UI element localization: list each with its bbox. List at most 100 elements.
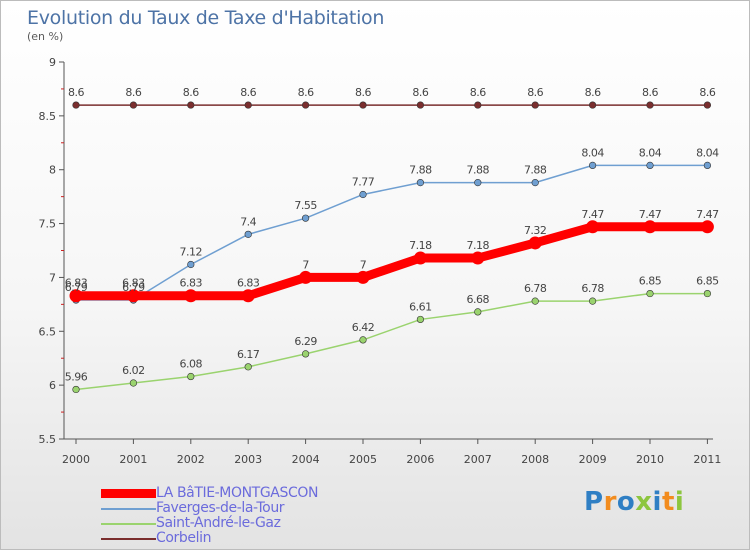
data-point-faverges-de-la-tour bbox=[703, 161, 712, 170]
series-layer bbox=[69, 101, 714, 394]
series-line-la-b-tie-montgascon bbox=[71, 222, 712, 301]
data-label-la-b-tie-montgascon: 7 bbox=[302, 258, 309, 271]
data-label-saint-andr-le-gaz: 6.02 bbox=[122, 364, 145, 377]
data-label-corbelin: 8.6 bbox=[355, 86, 371, 99]
logo-letter: i bbox=[652, 487, 662, 517]
data-label-saint-andr-le-gaz: 6.78 bbox=[581, 282, 604, 295]
data-label-saint-andr-le-gaz: 6.29 bbox=[294, 335, 317, 348]
legend-label: LA BâTIE-MONTGASCON bbox=[156, 485, 319, 501]
data-point-corbelin bbox=[359, 101, 367, 109]
data-label-saint-andr-le-gaz: 6.85 bbox=[696, 275, 719, 288]
data-label-corbelin: 8.6 bbox=[68, 86, 84, 99]
data-label-corbelin: 8.6 bbox=[183, 86, 199, 99]
legend-swatch bbox=[101, 522, 156, 525]
data-point-la-b-tie-montgascon bbox=[700, 220, 714, 234]
data-point-la-b-tie-montgascon bbox=[299, 270, 313, 284]
data-point-la-b-tie-montgascon bbox=[643, 220, 657, 234]
data-point-saint-andr-le-gaz bbox=[703, 289, 712, 298]
data-point-faverges-de-la-tour bbox=[302, 214, 310, 222]
data-label-la-b-tie-montgascon: 6.83 bbox=[122, 277, 145, 290]
data-label-corbelin: 8.6 bbox=[527, 86, 543, 99]
x-tick-label: 2007 bbox=[464, 453, 492, 466]
data-point-corbelin bbox=[302, 101, 310, 109]
data-label-corbelin: 8.6 bbox=[470, 86, 486, 99]
y-tick-label: 5.5 bbox=[39, 433, 57, 446]
logo-letter: P bbox=[584, 487, 604, 517]
data-point-corbelin bbox=[187, 101, 195, 109]
legend-item-corbelin: Corbelin bbox=[101, 531, 318, 546]
data-label-corbelin: 8.6 bbox=[642, 86, 658, 99]
data-label-faverges-de-la-tour: 7.77 bbox=[352, 175, 375, 188]
data-label-la-b-tie-montgascon: 7.18 bbox=[467, 239, 490, 252]
data-point-faverges-de-la-tour bbox=[244, 230, 252, 238]
y-tick-label: 8.5 bbox=[39, 110, 57, 123]
series-line-faverges-de-la-tour bbox=[75, 164, 709, 301]
x-tick-label: 2003 bbox=[234, 453, 262, 466]
data-label-saint-andr-le-gaz: 6.17 bbox=[237, 348, 260, 361]
data-point-corbelin bbox=[129, 101, 137, 109]
data-point-saint-andr-le-gaz bbox=[359, 336, 367, 344]
data-label-la-b-tie-montgascon: 7.47 bbox=[696, 208, 719, 221]
x-tick-label: 2000 bbox=[62, 453, 90, 466]
logo-letter: i bbox=[674, 487, 685, 517]
logo-letter: r bbox=[603, 487, 617, 517]
data-label-corbelin: 8.6 bbox=[125, 86, 141, 99]
data-label-faverges-de-la-tour: 6.79 bbox=[65, 281, 88, 294]
data-label-saint-andr-le-gaz: 5.96 bbox=[65, 370, 88, 383]
data-point-faverges-de-la-tour bbox=[359, 190, 367, 199]
legend-label: Faverges-de-la-Tour bbox=[156, 500, 285, 516]
data-label-saint-andr-le-gaz: 6.85 bbox=[639, 275, 662, 288]
data-label-la-b-tie-montgascon: 7.47 bbox=[639, 208, 662, 221]
legend-swatch bbox=[101, 489, 156, 498]
logo-letter: t bbox=[661, 487, 675, 517]
data-point-corbelin bbox=[588, 101, 597, 109]
data-labels: 8.6 8.6 8.6 8.6 8.6 8.6 8.6 8.6 8.6 8.6 8.6 8.6 6.79… bbox=[65, 86, 720, 383]
data-label-la-b-tie-montgascon: 6.83 bbox=[180, 277, 203, 290]
x-tick-label: 2002 bbox=[177, 453, 205, 466]
data-point-saint-andr-le-gaz bbox=[244, 363, 252, 371]
logo-letter: x bbox=[635, 487, 653, 517]
data-label-faverges-de-la-tour: 6.79 bbox=[122, 281, 145, 294]
data-label-corbelin: 8.6 bbox=[412, 86, 428, 99]
data-point-faverges-de-la-tour bbox=[531, 179, 539, 187]
data-label-faverges-de-la-tour: 7.4 bbox=[240, 215, 256, 228]
data-point-la-b-tie-montgascon bbox=[413, 251, 427, 265]
data-point-faverges-de-la-tour bbox=[187, 260, 195, 269]
data-point-saint-andr-le-gaz bbox=[416, 315, 425, 324]
data-point-la-b-tie-montgascon bbox=[126, 289, 140, 303]
y-tick-label: 8 bbox=[49, 164, 56, 177]
data-label-faverges-de-la-tour: 8.04 bbox=[581, 146, 604, 159]
data-point-la-b-tie-montgascon bbox=[69, 289, 83, 303]
legend-item-la-b-tie-montgascon: LA BâTIE-MONTGASCON bbox=[101, 486, 318, 501]
data-point-faverges-de-la-tour bbox=[646, 161, 654, 170]
y-tick-label: 7.5 bbox=[39, 218, 57, 231]
data-point-saint-andr-le-gaz bbox=[531, 297, 539, 305]
x-tick-label: 2001 bbox=[119, 453, 147, 466]
chart-subtitle: (en %) bbox=[27, 30, 64, 43]
data-label-la-b-tie-montgascon: 7.47 bbox=[581, 208, 604, 221]
data-point-la-b-tie-montgascon bbox=[184, 289, 198, 303]
x-tick-label: 2005 bbox=[349, 453, 377, 466]
data-label-la-b-tie-montgascon: 6.83 bbox=[237, 277, 260, 290]
legend: LA BâTIE-MONTGASCON Faverges-de-la-Tour Sa… bbox=[101, 486, 318, 546]
data-label-saint-andr-le-gaz: 6.42 bbox=[352, 321, 375, 334]
data-label-corbelin: 8.6 bbox=[699, 86, 715, 99]
data-point-saint-andr-le-gaz bbox=[588, 297, 597, 305]
y-tick-label: 6.5 bbox=[39, 325, 57, 338]
y-tick-label: 9 bbox=[49, 56, 56, 69]
y-tick-label: 6 bbox=[49, 379, 56, 392]
data-label-faverges-de-la-tour: 8.04 bbox=[696, 146, 719, 159]
axes: 5.5 6 6.5 7 7.5 8 8.5 9 2000 2001 2002 2003 2004 2005… bbox=[39, 56, 722, 466]
data-point-la-b-tie-montgascon bbox=[586, 220, 600, 234]
x-tick-label: 2006 bbox=[406, 453, 434, 466]
data-label-corbelin: 8.6 bbox=[585, 86, 601, 99]
data-label-faverges-de-la-tour: 7.12 bbox=[180, 246, 203, 259]
proxiti-logo: Proxiti bbox=[584, 487, 684, 517]
data-point-corbelin bbox=[416, 101, 425, 109]
legend-item-saint-andr-le-gaz: Saint-André-le-Gaz bbox=[101, 516, 318, 531]
legend-item-faverges-de-la-tour: Faverges-de-la-Tour bbox=[101, 501, 318, 516]
data-label-la-b-tie-montgascon: 7.18 bbox=[409, 239, 432, 252]
legend-label: Corbelin bbox=[156, 530, 212, 546]
